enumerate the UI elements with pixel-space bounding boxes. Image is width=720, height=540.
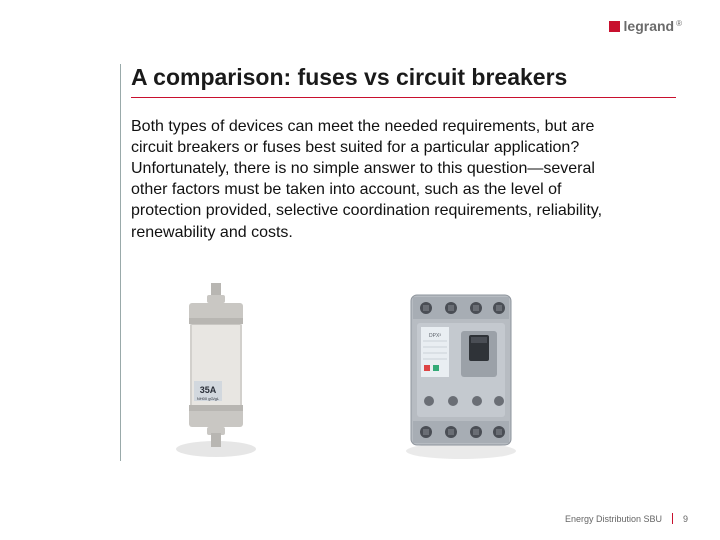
slide-title: A comparison: fuses vs circuit breakers [131, 64, 676, 98]
brand-logo-registered: ® [676, 19, 682, 28]
fuse-rating-label: 35A [200, 385, 217, 395]
figure-row: 35A NH00 gG/gL [161, 281, 676, 461]
footer-divider [672, 513, 673, 524]
brand-logo: legrand ® [609, 18, 682, 34]
circuit-breaker-icon: DPX³ [391, 281, 531, 461]
brand-logo-mark [609, 21, 620, 32]
brand-logo-text: legrand [624, 18, 675, 34]
footer-page-number: 9 [683, 514, 688, 524]
footer-unit: Energy Distribution SBU [565, 514, 662, 524]
fuse-icon: 35A NH00 gG/gL [161, 281, 271, 461]
slide-body-text: Both types of devices can meet the neede… [131, 116, 631, 243]
fuse-figure: 35A NH00 gG/gL [161, 281, 271, 461]
svg-text:NH00 gG/gL: NH00 gG/gL [197, 396, 220, 401]
circuit-breaker-figure: DPX³ [391, 281, 531, 461]
svg-text:DPX³: DPX³ [429, 333, 441, 339]
slide-footer: Energy Distribution SBU 9 [565, 513, 688, 524]
slide-content: A comparison: fuses vs circuit breakers … [120, 64, 676, 461]
